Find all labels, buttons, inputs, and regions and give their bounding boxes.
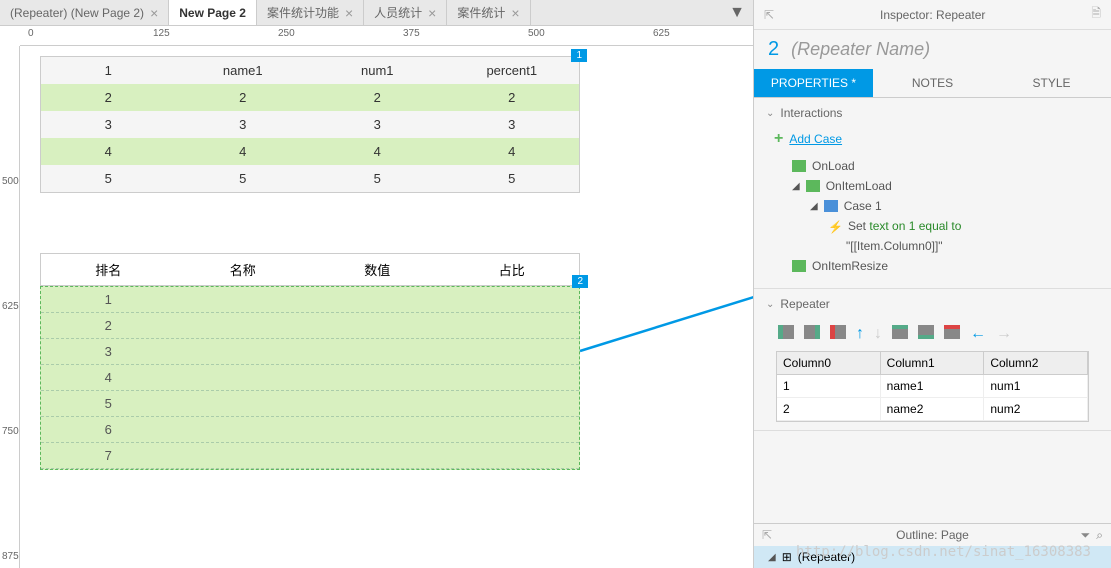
annotation-arrow xyxy=(570,251,753,361)
widget-title: 2 (Repeater Name) xyxy=(754,30,1111,69)
repeater-widget-2[interactable]: 2 排名 名称 数值 占比 1 2 3 4 5 6 7 xyxy=(40,253,580,470)
inspector-title: Inspector: Repeater xyxy=(774,8,1091,22)
action-set-text-value[interactable]: "[[Item.Column0]]" xyxy=(774,236,1091,256)
expand-icon[interactable]: ◢ xyxy=(768,552,776,563)
ruler-horizontal: 0 125 250 375 500 625 xyxy=(20,26,753,46)
dataset-header: Column0 Column1 Column2 xyxy=(777,352,1088,375)
table-row: 4 4 4 4 xyxy=(41,138,579,165)
table-row: 5 5 5 5 xyxy=(41,165,579,192)
table-header: 排名 名称 数值 占比 xyxy=(40,253,580,286)
delete-row-icon[interactable] xyxy=(944,325,960,339)
ruler-vertical: 500 625 750 875 xyxy=(0,46,20,568)
tab-properties[interactable]: PROPERTIES * xyxy=(754,69,873,97)
event-icon xyxy=(792,160,806,172)
filter-icon[interactable]: ⏷ xyxy=(1081,528,1091,543)
note-icon[interactable]: 🗎 xyxy=(1091,4,1101,25)
column-header[interactable]: Column2 xyxy=(984,352,1088,374)
page-tabs: (Repeater) (New Page 2)× New Page 2 案件统计… xyxy=(0,0,753,26)
repeater-widget-1[interactable]: 1 1 name1 num1 percent1 2 2 2 2 3 3 3 xyxy=(40,56,580,193)
repeater-body[interactable]: 1 2 3 4 5 6 7 xyxy=(40,286,580,470)
canvas[interactable]: 1 1 name1 num1 percent1 2 2 2 2 3 3 3 xyxy=(20,46,753,568)
collapse-icon[interactable]: ⇱ xyxy=(764,8,774,22)
repeater-dataset[interactable]: Column0 Column1 Column2 1 name1 num1 2 n… xyxy=(776,351,1089,422)
event-onitemresize[interactable]: OnItemResize xyxy=(774,256,1091,276)
tab-person-stats[interactable]: 人员统计× xyxy=(364,0,447,25)
move-down-icon[interactable]: ↓ xyxy=(874,325,882,343)
tab-case-stats[interactable]: 案件统计× xyxy=(447,0,530,25)
tab-style[interactable]: STYLE xyxy=(992,69,1111,97)
move-up-icon[interactable]: ↑ xyxy=(856,325,864,343)
add-column-right-icon[interactable] xyxy=(804,325,820,339)
section-header-interactions[interactable]: ⌄ Interactions xyxy=(766,106,1099,120)
table-row: 1 name1 num1 percent1 xyxy=(41,57,579,84)
close-icon[interactable]: × xyxy=(150,5,158,21)
repeater-icon: ⊞ xyxy=(782,550,792,564)
inspector-panel: ⇱ Inspector: Repeater 🗎 2 (Repeater Name… xyxy=(753,0,1111,568)
interactions-tree: OnLoad ◢OnItemLoad ◢Case 1 ⚡ Set text on… xyxy=(766,152,1099,280)
dataset-row[interactable]: 2 name2 num2 xyxy=(777,398,1088,421)
add-column-left-icon[interactable] xyxy=(778,325,794,339)
dataset-row[interactable]: 1 name1 num1 xyxy=(777,375,1088,398)
column-header[interactable]: Column1 xyxy=(881,352,985,374)
move-left-icon[interactable]: ← xyxy=(970,325,986,343)
tab-notes[interactable]: NOTES xyxy=(873,69,992,97)
outline-header: ⇱ Outline: Page ⏷ ⌕ xyxy=(754,523,1111,546)
tab-newpage2[interactable]: New Page 2 xyxy=(169,0,257,25)
column-header[interactable]: Column0 xyxy=(777,352,881,374)
event-icon xyxy=(792,260,806,272)
delete-column-icon[interactable] xyxy=(830,325,846,339)
table-row: 2 2 2 2 xyxy=(41,84,579,111)
action-set-text[interactable]: ⚡ Set text on 1 equal to xyxy=(774,216,1091,236)
plus-icon: + xyxy=(774,130,783,148)
search-icon[interactable]: ⌕ xyxy=(1096,528,1103,543)
move-right-icon[interactable]: → xyxy=(996,325,1012,343)
bolt-icon: ⚡ xyxy=(828,220,842,232)
add-row-above-icon[interactable] xyxy=(892,325,908,339)
inspector-tabs: PROPERTIES * NOTES STYLE xyxy=(754,69,1111,98)
widget-footnote-2: 2 xyxy=(572,275,588,288)
inspector-header: ⇱ Inspector: Repeater 🗎 xyxy=(754,0,1111,30)
chevron-down-icon: ⌄ xyxy=(766,299,774,310)
close-icon[interactable]: × xyxy=(511,5,519,21)
case-icon xyxy=(824,200,838,212)
add-row-below-icon[interactable] xyxy=(918,325,934,339)
chevron-down-icon: ⌄ xyxy=(766,108,774,119)
close-icon[interactable]: × xyxy=(428,5,436,21)
canvas-panel: (Repeater) (New Page 2)× New Page 2 案件统计… xyxy=(0,0,753,568)
collapse-icon[interactable]: ⇱ xyxy=(762,528,772,542)
widget-footnote-1: 1 xyxy=(571,49,587,62)
tab-repeater-newpage2[interactable]: (Repeater) (New Page 2)× xyxy=(0,0,169,25)
case-1[interactable]: ◢Case 1 xyxy=(774,196,1091,216)
event-icon xyxy=(806,180,820,192)
tab-case-stats-func[interactable]: 案件统计功能× xyxy=(257,0,364,25)
widget-name-input[interactable]: (Repeater Name) xyxy=(791,39,930,60)
section-header-repeater[interactable]: ⌄ Repeater xyxy=(766,297,1099,311)
expand-icon[interactable]: ◢ xyxy=(810,201,818,212)
footnote-number[interactable]: 2 xyxy=(768,38,779,61)
repeater-section: ⌄ Repeater ↑ ↓ ← → Column0 Column1 Colum… xyxy=(754,289,1111,431)
event-onitemload[interactable]: ◢OnItemLoad xyxy=(774,176,1091,196)
close-icon[interactable]: × xyxy=(345,5,353,21)
table-row: 3 3 3 3 xyxy=(41,111,579,138)
repeater-toolbar: ↑ ↓ ← → xyxy=(766,317,1099,351)
add-case-button[interactable]: + Add Case xyxy=(766,126,1099,152)
expand-icon[interactable]: ◢ xyxy=(792,181,800,192)
tabs-dropdown-icon[interactable]: ▼ xyxy=(721,0,753,25)
watermark: http://blog.csdn.net/sinat_16308383 xyxy=(796,544,1091,560)
interactions-section: ⌄ Interactions + Add Case OnLoad ◢OnItem… xyxy=(754,98,1111,289)
event-onload[interactable]: OnLoad xyxy=(774,156,1091,176)
